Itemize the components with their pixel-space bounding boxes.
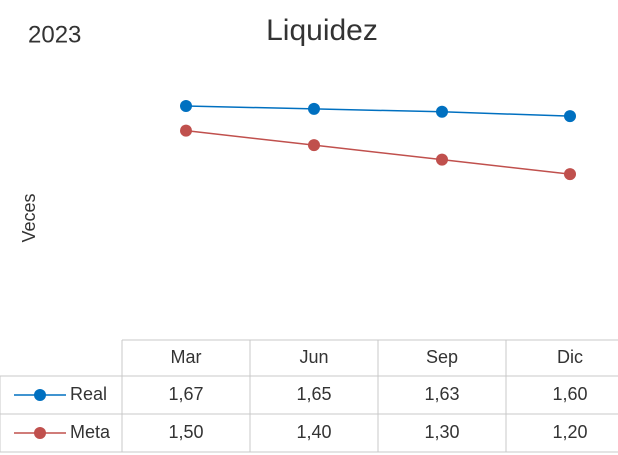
point — [564, 110, 576, 123]
point — [180, 124, 192, 137]
table-value: 1,65 — [296, 384, 331, 404]
chart-title: Liquidez — [266, 14, 378, 47]
table-value: 1,30 — [424, 422, 459, 442]
point — [436, 153, 448, 166]
x-tick-label: Dic — [557, 347, 583, 367]
x-tick-label: Sep — [426, 347, 458, 367]
table-value: 1,40 — [296, 422, 331, 442]
y-axis-label: Veces — [19, 193, 39, 242]
series-line — [185, 129, 571, 175]
table-value: 1,20 — [552, 422, 587, 442]
legend-label: Meta — [70, 422, 111, 442]
x-tick-label: Jun — [299, 347, 328, 367]
year-label: 2023 — [28, 21, 81, 48]
point — [564, 168, 576, 181]
point — [308, 139, 320, 152]
series-line — [185, 105, 571, 117]
table-value: 1,60 — [552, 384, 587, 404]
table-value: 1,67 — [168, 384, 203, 404]
point — [308, 102, 320, 115]
legend-marker — [34, 427, 46, 439]
table-value: 1,63 — [424, 384, 459, 404]
point — [180, 100, 192, 112]
legend-marker — [34, 389, 46, 401]
legend-label: Real — [70, 384, 107, 404]
table-value: 1,50 — [168, 422, 203, 442]
x-tick-label: Mar — [171, 347, 202, 367]
point — [436, 105, 448, 118]
